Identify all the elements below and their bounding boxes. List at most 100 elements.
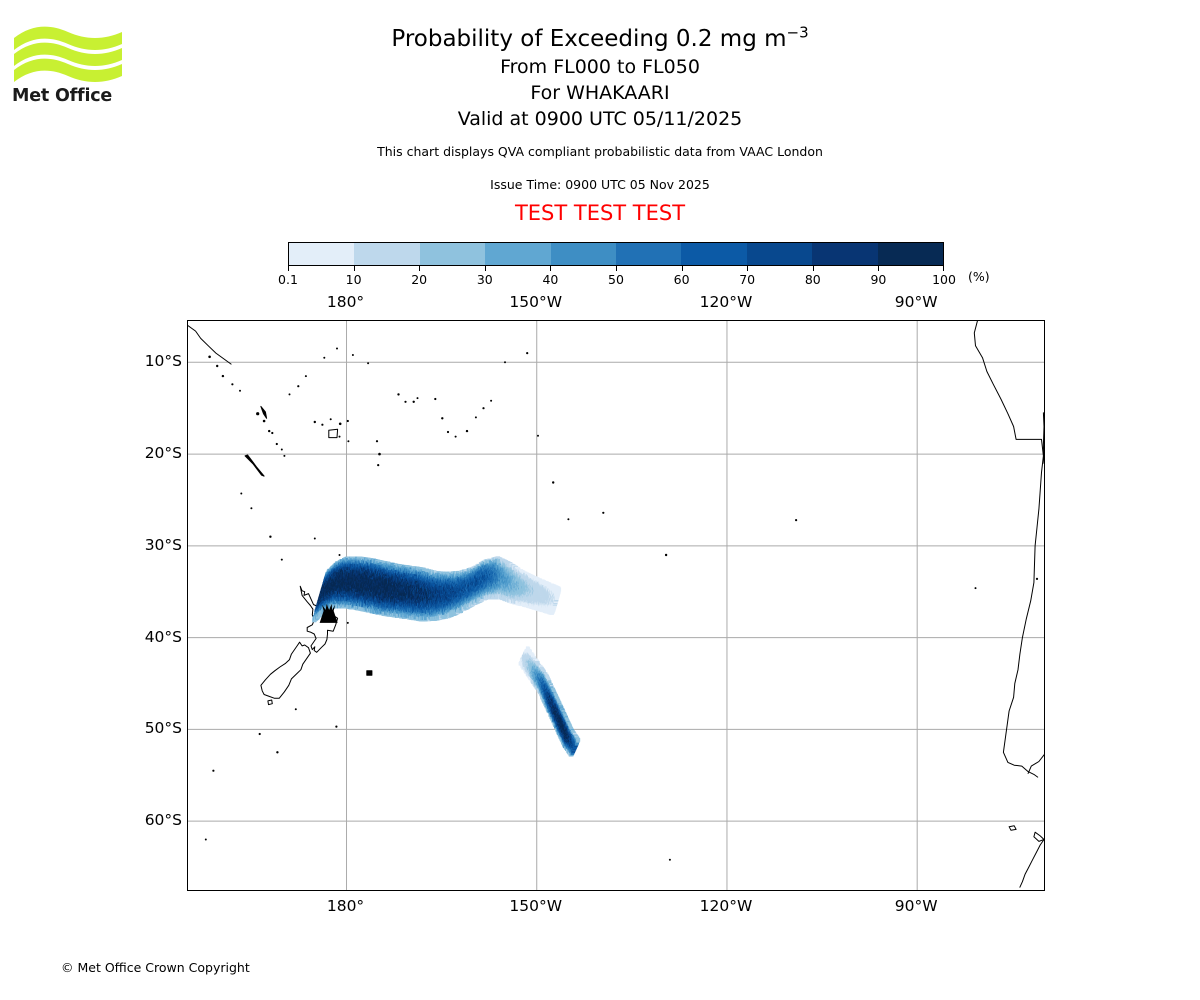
colorbar-tick-labels: 0.1 10 20 30 40 50 60 70 80 90 100 <box>278 272 956 288</box>
page-title: Probability of Exceeding 0.2 mg m−3 <box>180 24 1020 54</box>
longitude-label-top-2: 120°W <box>699 293 753 311</box>
island-dot-59 <box>212 769 215 772</box>
colorbar-tick-5 <box>616 266 617 271</box>
colorbar-tick-label-7: 70 <box>739 272 756 287</box>
flight-level-range: From FL000 to FL050 <box>500 56 700 78</box>
island-dot-16 <box>377 464 380 467</box>
island-dot-42 <box>304 375 307 378</box>
coast-australia-east <box>188 325 232 365</box>
island-dot-9 <box>329 418 332 421</box>
island-dot-36 <box>795 519 798 522</box>
island-dot-38 <box>231 383 234 386</box>
island-dot-0 <box>256 412 260 416</box>
island-dot-15 <box>378 452 381 456</box>
chart-title-block: Probability of Exceeding 0.2 mg m−3 From… <box>180 24 1020 226</box>
island-dot-30 <box>526 352 529 355</box>
colorbar-tick-10 <box>943 266 944 271</box>
map-panel[interactable] <box>187 320 1045 891</box>
island-dot-37 <box>221 374 225 378</box>
island-dot-58 <box>335 725 338 728</box>
main-eastward-plume <box>312 556 562 623</box>
coast-south-shetland <box>1033 831 1044 842</box>
island-dot-24 <box>454 435 457 438</box>
coast-fiji-viti-levu <box>328 428 339 439</box>
coast-antarctic-peninsula <box>1019 839 1044 888</box>
island-dot-27 <box>482 407 485 410</box>
colorbar-segment-9 <box>877 243 944 265</box>
coast-south-orkney <box>1008 825 1017 831</box>
colorbar-ticks <box>288 266 944 272</box>
island-dot-48 <box>367 362 370 365</box>
colorbar-segment-7 <box>746 243 813 265</box>
colorbar-tick-4 <box>550 266 552 271</box>
colorbar-tick-6 <box>681 266 683 271</box>
island-dot-7 <box>313 420 316 424</box>
test-banner: TEST TEST TEST <box>514 201 686 225</box>
island-dot-17 <box>397 393 400 396</box>
ash-probability-field <box>312 556 581 757</box>
longitude-labels-top: 180° 150°W 120°W 90°W <box>187 292 1045 312</box>
coast-south-america-east <box>1042 412 1044 465</box>
island-dot-54 <box>250 507 253 510</box>
coast-stewart-island <box>267 699 273 706</box>
longitude-label-top-0: 180° <box>326 293 365 311</box>
island-dot-18 <box>404 400 407 403</box>
colorbar-tick-8 <box>812 266 814 271</box>
island-dot-56 <box>276 751 279 754</box>
island-dot-41 <box>297 385 300 388</box>
coast-argentina-atlantic <box>1027 754 1044 774</box>
volcano-name: For WHAKAARI <box>530 82 670 104</box>
island-dot-10 <box>338 422 342 426</box>
island-dot-29 <box>504 361 506 364</box>
coast-vanuatu-north <box>260 405 268 419</box>
colorbar-tick-label-6: 60 <box>673 272 690 287</box>
island-dot-50 <box>280 558 283 561</box>
island-dot-35 <box>664 553 668 557</box>
longitude-label-top-3: 90°W <box>894 293 938 311</box>
colorbar-segment-4 <box>550 243 617 265</box>
island-dot-28 <box>490 399 493 402</box>
colorbar-tick-9 <box>878 266 880 271</box>
island-dot-8 <box>321 423 324 426</box>
island-dot-20 <box>416 397 419 400</box>
island-dot-62 <box>1035 577 1039 580</box>
island-dot-43 <box>208 355 211 359</box>
colorbar-tick-2 <box>419 266 421 271</box>
colorbar-tick-7 <box>747 266 749 271</box>
island-dot-6 <box>283 454 286 457</box>
colorbar-tick-label-8: 80 <box>804 272 821 287</box>
island-dot-33 <box>567 518 570 521</box>
island-dot-11 <box>346 419 349 423</box>
colorbar-unit-label: (%) <box>968 269 990 284</box>
island-dot-49 <box>269 535 272 538</box>
island-dot-40 <box>288 393 291 396</box>
island-dot-1 <box>262 419 266 423</box>
longitude-label-top-1: 150°W <box>509 293 563 311</box>
island-dot-13 <box>347 440 350 443</box>
island-dot-64 <box>346 621 349 624</box>
island-dot-61 <box>668 858 671 861</box>
colorbar-tick-label-5: 50 <box>608 272 624 287</box>
island-dot-25 <box>465 429 469 433</box>
map-island-dots <box>204 347 1039 861</box>
island-dot-34 <box>602 511 605 514</box>
island-dot-3 <box>271 431 274 435</box>
island-dot-2 <box>268 429 271 433</box>
island-dot-26 <box>474 416 477 419</box>
island-dot-4 <box>275 442 278 446</box>
island-dot-5 <box>280 448 283 451</box>
colorbar-segment-5 <box>616 243 682 265</box>
island-dot-14 <box>375 440 379 443</box>
coast-south-america-west <box>973 321 1044 778</box>
colorbar-segment-3 <box>485 243 551 265</box>
island-dot-45 <box>323 356 326 359</box>
qva-note: This chart displays QVA compliant probab… <box>377 144 823 159</box>
island-dot-51 <box>313 537 316 540</box>
island-dot-32 <box>552 481 555 484</box>
colorbar-swatches <box>288 242 944 266</box>
page-title-exponent: −3 <box>786 23 809 42</box>
island-dot-19 <box>412 400 415 403</box>
colorbar-tick-0 <box>288 266 289 271</box>
island-dot-60 <box>204 838 207 841</box>
colorbar-tick-label-9: 90 <box>870 272 887 287</box>
